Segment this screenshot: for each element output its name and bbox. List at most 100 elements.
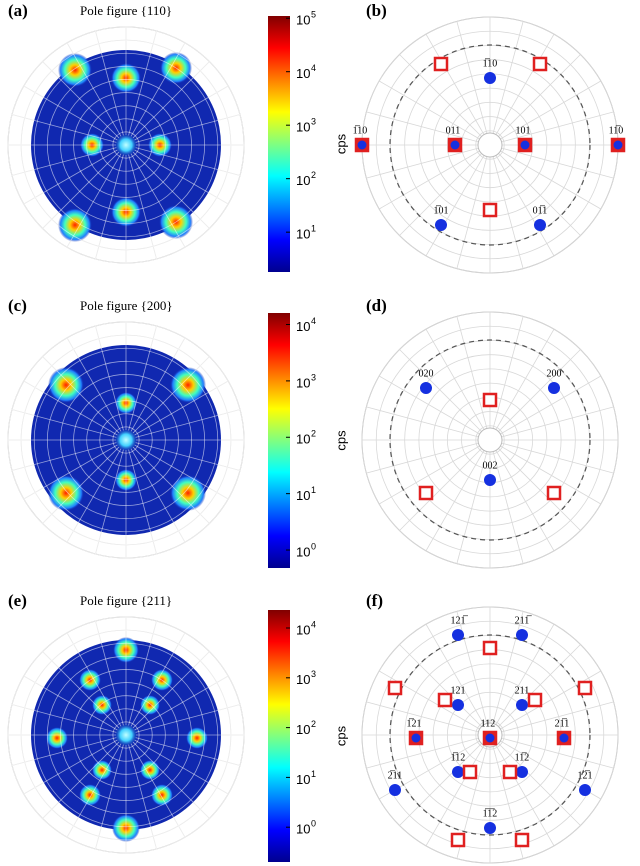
- square-marker: [546, 485, 562, 501]
- net-spoke: [501, 442, 614, 474]
- panel-title: Pole figure {211}: [80, 593, 172, 608]
- circle-marker: [411, 733, 421, 743]
- net-spoke: [66, 743, 122, 838]
- panel-label: (c): [8, 296, 27, 315]
- marker-label: 1̅10: [483, 58, 498, 69]
- net-spoke: [425, 745, 485, 847]
- net-spoke: [130, 153, 186, 248]
- net-spoke: [498, 153, 581, 236]
- net-spoke: [495, 745, 555, 847]
- square-marker: [418, 485, 434, 501]
- circle-marker: [484, 474, 496, 486]
- net-spoke: [495, 328, 555, 430]
- net-spoke: [366, 442, 479, 474]
- net-spoke: [492, 451, 524, 564]
- intensity-spot: [92, 760, 112, 780]
- circle-marker: [357, 140, 367, 150]
- intensity-spot: [151, 784, 173, 806]
- net-spoke: [128, 325, 157, 431]
- net-spoke: [456, 451, 488, 564]
- intensity-spot: [114, 723, 138, 747]
- square-marker: [482, 202, 498, 218]
- pole-hole: [477, 132, 503, 158]
- net-spoke: [130, 42, 186, 137]
- colorbar-tick-label: 10: [296, 375, 310, 390]
- net-spoke: [495, 450, 555, 552]
- circle-marker: [579, 784, 591, 796]
- marker-label: 01̅1: [533, 205, 548, 216]
- net-spoke: [378, 670, 480, 730]
- net-spoke: [134, 444, 229, 500]
- net-spoke: [23, 380, 118, 436]
- net-spoke: [399, 644, 482, 727]
- net-spoke: [425, 155, 485, 257]
- net-spoke: [495, 623, 555, 725]
- net-spoke: [492, 316, 524, 429]
- net-spoke: [500, 445, 602, 505]
- panel-label: (b): [366, 1, 387, 20]
- net-spoke: [135, 737, 241, 766]
- net-spoke: [500, 670, 602, 730]
- marker-label: 1̅1̅2: [483, 808, 498, 819]
- circle-marker: [534, 219, 546, 231]
- marker-label: 011: [446, 125, 461, 136]
- net-spoke: [132, 151, 210, 229]
- colorbar-tick-label: 10: [296, 722, 310, 737]
- marker-label: 11̅2: [515, 752, 530, 763]
- colorbar-tick-label: 10: [296, 672, 310, 687]
- colorbar-tick-exponent: 2: [311, 429, 316, 439]
- net-spoke: [425, 328, 485, 430]
- colorbar: [268, 610, 290, 862]
- square-marker: [482, 640, 498, 656]
- net-spoke: [135, 147, 241, 176]
- net-spoke: [366, 111, 479, 143]
- colorbar-tick-exponent: 5: [311, 10, 316, 20]
- net-spoke: [11, 442, 117, 471]
- net-spoke: [501, 406, 614, 438]
- net-spoke: [495, 33, 555, 135]
- colorbar-tick-label: 10: [296, 173, 310, 188]
- net-spoke: [66, 448, 122, 543]
- marker-label: 2̅11: [388, 770, 403, 781]
- net-spoke: [456, 156, 488, 269]
- circle-marker: [520, 140, 530, 150]
- net-spoke: [366, 147, 479, 179]
- net-spoke: [425, 450, 485, 552]
- colorbar-tick-exponent: 3: [311, 669, 316, 679]
- net-spoke: [130, 337, 186, 432]
- intensity-spot: [114, 428, 138, 452]
- circle-marker: [516, 629, 528, 641]
- colorbar-tick-exponent: 4: [311, 63, 316, 73]
- marker-label: 11̅0: [609, 125, 624, 136]
- colorbar-tick-label: 10: [296, 544, 310, 559]
- net-spoke: [135, 442, 241, 471]
- panel-label: (f): [366, 591, 383, 610]
- colorbar-tick-label: 10: [296, 319, 310, 334]
- net-spoke: [11, 704, 117, 733]
- net-spoke: [130, 448, 186, 543]
- colorbar-label: cps: [333, 725, 348, 746]
- marker-label: 12̅1: [578, 770, 593, 781]
- intensity-spot: [170, 475, 206, 511]
- intensity-spot: [79, 784, 101, 806]
- net-spoke: [399, 153, 482, 236]
- colorbar: [268, 313, 290, 568]
- colorbar-tick-label: 10: [296, 622, 310, 637]
- net-spoke: [95, 449, 124, 555]
- ref-circle: [389, 634, 591, 836]
- marker-label: 002: [483, 460, 498, 471]
- circle-marker: [389, 784, 401, 796]
- net-spoke: [135, 409, 241, 438]
- net-spoke: [11, 114, 117, 143]
- colorbar-tick-exponent: 3: [311, 372, 316, 382]
- marker-label: 101: [516, 125, 531, 136]
- net-spoke: [132, 741, 210, 819]
- net-spoke: [492, 156, 524, 269]
- square-marker: [532, 56, 548, 72]
- circle-marker: [613, 140, 623, 150]
- circle-marker: [452, 766, 464, 778]
- net-spoke: [456, 21, 488, 134]
- marker-label: 1̅12: [451, 752, 466, 763]
- circle-marker: [485, 733, 495, 743]
- net-spoke: [500, 150, 602, 210]
